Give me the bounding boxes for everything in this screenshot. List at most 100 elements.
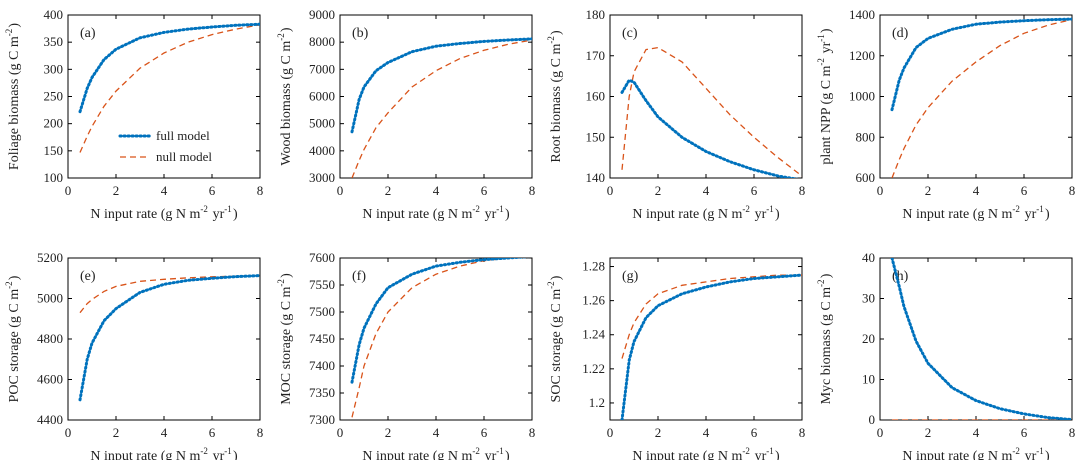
x-tick-label: 2 <box>925 183 932 198</box>
y-axis-label: Myc biomass (g C m-2 ) <box>816 273 834 404</box>
x-tick-label: 0 <box>607 425 614 440</box>
y-tick-label: 150 <box>586 129 606 144</box>
y-tick-label: 300 <box>44 61 64 76</box>
y-tick-label: 7400 <box>309 358 335 373</box>
panel-label: (g) <box>622 269 639 284</box>
x-tick-label: 0 <box>877 425 884 440</box>
y-tick-label: 140 <box>586 170 606 185</box>
y-tick-label: 30 <box>862 291 875 306</box>
y-tick-label: 1.28 <box>582 259 605 274</box>
x-tick-label: 2 <box>925 425 932 440</box>
series-null-model-line <box>351 39 532 178</box>
legend: full model null model <box>118 128 212 164</box>
legend-label-full-model: full model <box>156 128 210 143</box>
x-axis-label: N input rate (g N m-2 yr-1 ) <box>90 446 238 460</box>
y-axis-label: plant NPP (g C m-2 yr-1 ) <box>816 28 834 165</box>
y-axis-label: SOC storage (g C m-2 ) <box>546 275 564 402</box>
y-tick-label: 150 <box>44 143 64 158</box>
axes-box <box>879 257 1073 421</box>
panel-g: 0 2 4 6 8 1.2 1.22 1.24 1.26 1.28 (g) SOC storage (… <box>546 257 806 460</box>
x-tick-label: 6 <box>209 425 216 440</box>
y-tick-label: 4600 <box>37 372 63 387</box>
x-tick-label: 4 <box>703 425 710 440</box>
series-full-model-line <box>350 258 531 384</box>
axes-box <box>879 14 1073 179</box>
y-axis-label: Wood biomass (g C m-2 ) <box>276 27 294 166</box>
y-tick-label: 9000 <box>309 7 335 22</box>
series-full-model-line <box>350 37 532 134</box>
x-axis-label: N input rate (g N m-2 yr-1 ) <box>362 446 510 460</box>
y-tick-label: 1.2 <box>589 395 605 410</box>
x-tick-label: 4 <box>973 425 980 440</box>
y-tick-label: 800 <box>856 129 876 144</box>
x-tick-label: 4 <box>703 183 710 198</box>
y-tick-label: 10 <box>862 372 875 387</box>
x-tick-label: 6 <box>1021 425 1028 440</box>
y-tick-label: 1.22 <box>582 361 605 376</box>
y-tick-label: 250 <box>44 89 64 104</box>
x-tick-label: 6 <box>751 183 758 198</box>
y-tick-label: 7300 <box>309 412 335 427</box>
x-tick-label: 8 <box>1069 425 1076 440</box>
x-axis-label: N input rate (g N m-2 yr-1 ) <box>632 204 780 222</box>
x-tick-label: 2 <box>385 425 392 440</box>
series-null-model-line <box>621 274 802 359</box>
x-tick-label: 0 <box>337 183 344 198</box>
y-tick-label: 3000 <box>309 170 335 185</box>
y-tick-label: 7550 <box>309 277 335 292</box>
y-tick-label: 40 <box>862 250 875 265</box>
y-tick-label: 8000 <box>309 34 335 49</box>
y-tick-label: 6000 <box>309 89 335 104</box>
x-tick-label: 2 <box>385 183 392 198</box>
panel-a: 0 2 4 6 8 100 150 200 250 300 350 400 (a) Foliage bio… <box>4 7 263 222</box>
series-full-model-line <box>78 274 260 402</box>
x-axis-label: N input rate (g N m-2 yr-1 ) <box>362 204 510 222</box>
y-axis-label: POC storage (g C m-2 ) <box>4 275 22 402</box>
x-axis-label: N input rate (g N m-2 yr-1 ) <box>902 446 1050 460</box>
y-tick-label: 350 <box>44 34 64 49</box>
x-tick-label: 0 <box>607 183 614 198</box>
x-tick-label: 8 <box>529 425 536 440</box>
x-tick-label: 8 <box>529 183 536 198</box>
series-full-model-line <box>890 258 1072 420</box>
x-tick-label: 4 <box>161 183 168 198</box>
x-tick-label: 2 <box>113 183 120 198</box>
axes-box <box>339 257 533 421</box>
x-tick-label: 2 <box>655 425 662 440</box>
x-tick-label: 0 <box>877 183 884 198</box>
y-tick-label: 7000 <box>309 61 335 76</box>
x-tick-label: 0 <box>65 183 72 198</box>
x-tick-label: 8 <box>799 183 806 198</box>
panel-label: (c) <box>622 26 638 41</box>
series-null-model-line <box>351 258 518 418</box>
panel-b: 0 2 4 6 8 3000 4000 5000 6000 7000 8000 9000 (b) Wood… <box>276 7 535 222</box>
panel-label: (f) <box>352 269 366 284</box>
x-tick-label: 0 <box>65 425 72 440</box>
y-tick-label: 600 <box>856 170 876 185</box>
y-tick-label: 4800 <box>37 331 63 346</box>
legend-label-null-model: null model <box>156 149 212 164</box>
panel-label: (e) <box>80 269 96 284</box>
x-tick-label: 8 <box>799 425 806 440</box>
panel-f: 0 2 4 6 8 7300 7350 7400 7450 7500 7550 7600 (f) MOC … <box>276 250 535 460</box>
series-full-model-line <box>890 17 1072 112</box>
y-tick-label: 5000 <box>309 116 335 131</box>
x-tick-label: 6 <box>1021 183 1028 198</box>
y-tick-label: 1000 <box>849 89 875 104</box>
y-tick-label: 1.26 <box>582 293 605 308</box>
series-null-model-line <box>621 46 802 177</box>
x-tick-label: 4 <box>433 183 440 198</box>
x-tick-label: 0 <box>337 425 344 440</box>
x-tick-label: 8 <box>257 425 264 440</box>
x-tick-label: 8 <box>257 183 264 198</box>
axes-box <box>67 257 261 421</box>
x-tick-label: 6 <box>481 425 488 440</box>
y-tick-label: 160 <box>586 89 606 104</box>
panel-label: (b) <box>352 26 369 41</box>
y-axis-label: Foliage biomass (g C m-2 ) <box>4 23 22 170</box>
x-axis-label: N input rate (g N m-2 yr-1 ) <box>90 204 238 222</box>
y-tick-label: 180 <box>586 7 606 22</box>
y-axis-label: Root biomass (g C m-2 ) <box>546 30 564 163</box>
y-tick-label: 170 <box>586 48 606 63</box>
